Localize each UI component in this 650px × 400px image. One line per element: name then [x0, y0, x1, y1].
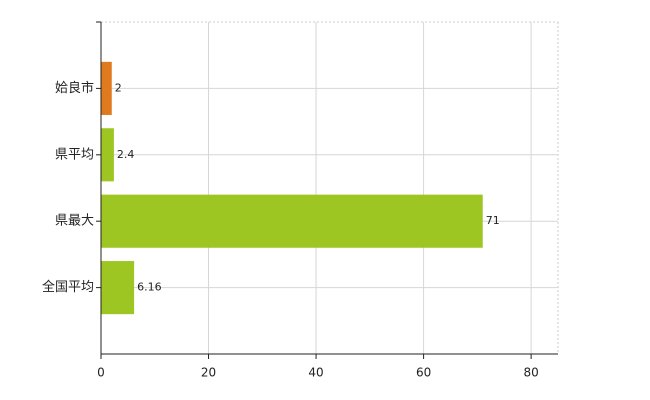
bar — [101, 128, 114, 182]
value-label: 6.16 — [137, 281, 162, 294]
value-label: 71 — [486, 214, 500, 227]
x-tick-label: 0 — [97, 366, 105, 380]
bar — [101, 261, 135, 315]
y-tick-label: 県平均 — [55, 147, 94, 162]
x-tick-label: 20 — [201, 366, 216, 380]
x-tick-label: 40 — [308, 366, 323, 380]
y-tick-label: 全国平均 — [42, 279, 94, 295]
value-label: 2 — [115, 81, 122, 94]
bar — [101, 61, 112, 115]
x-tick-label: 80 — [523, 366, 538, 380]
value-label: 2.4 — [117, 148, 135, 161]
x-tick-label: 60 — [416, 366, 431, 380]
bar — [101, 194, 483, 248]
y-tick-label: 県最大 — [55, 214, 94, 229]
y-tick-label: 姶良市 — [55, 80, 94, 96]
